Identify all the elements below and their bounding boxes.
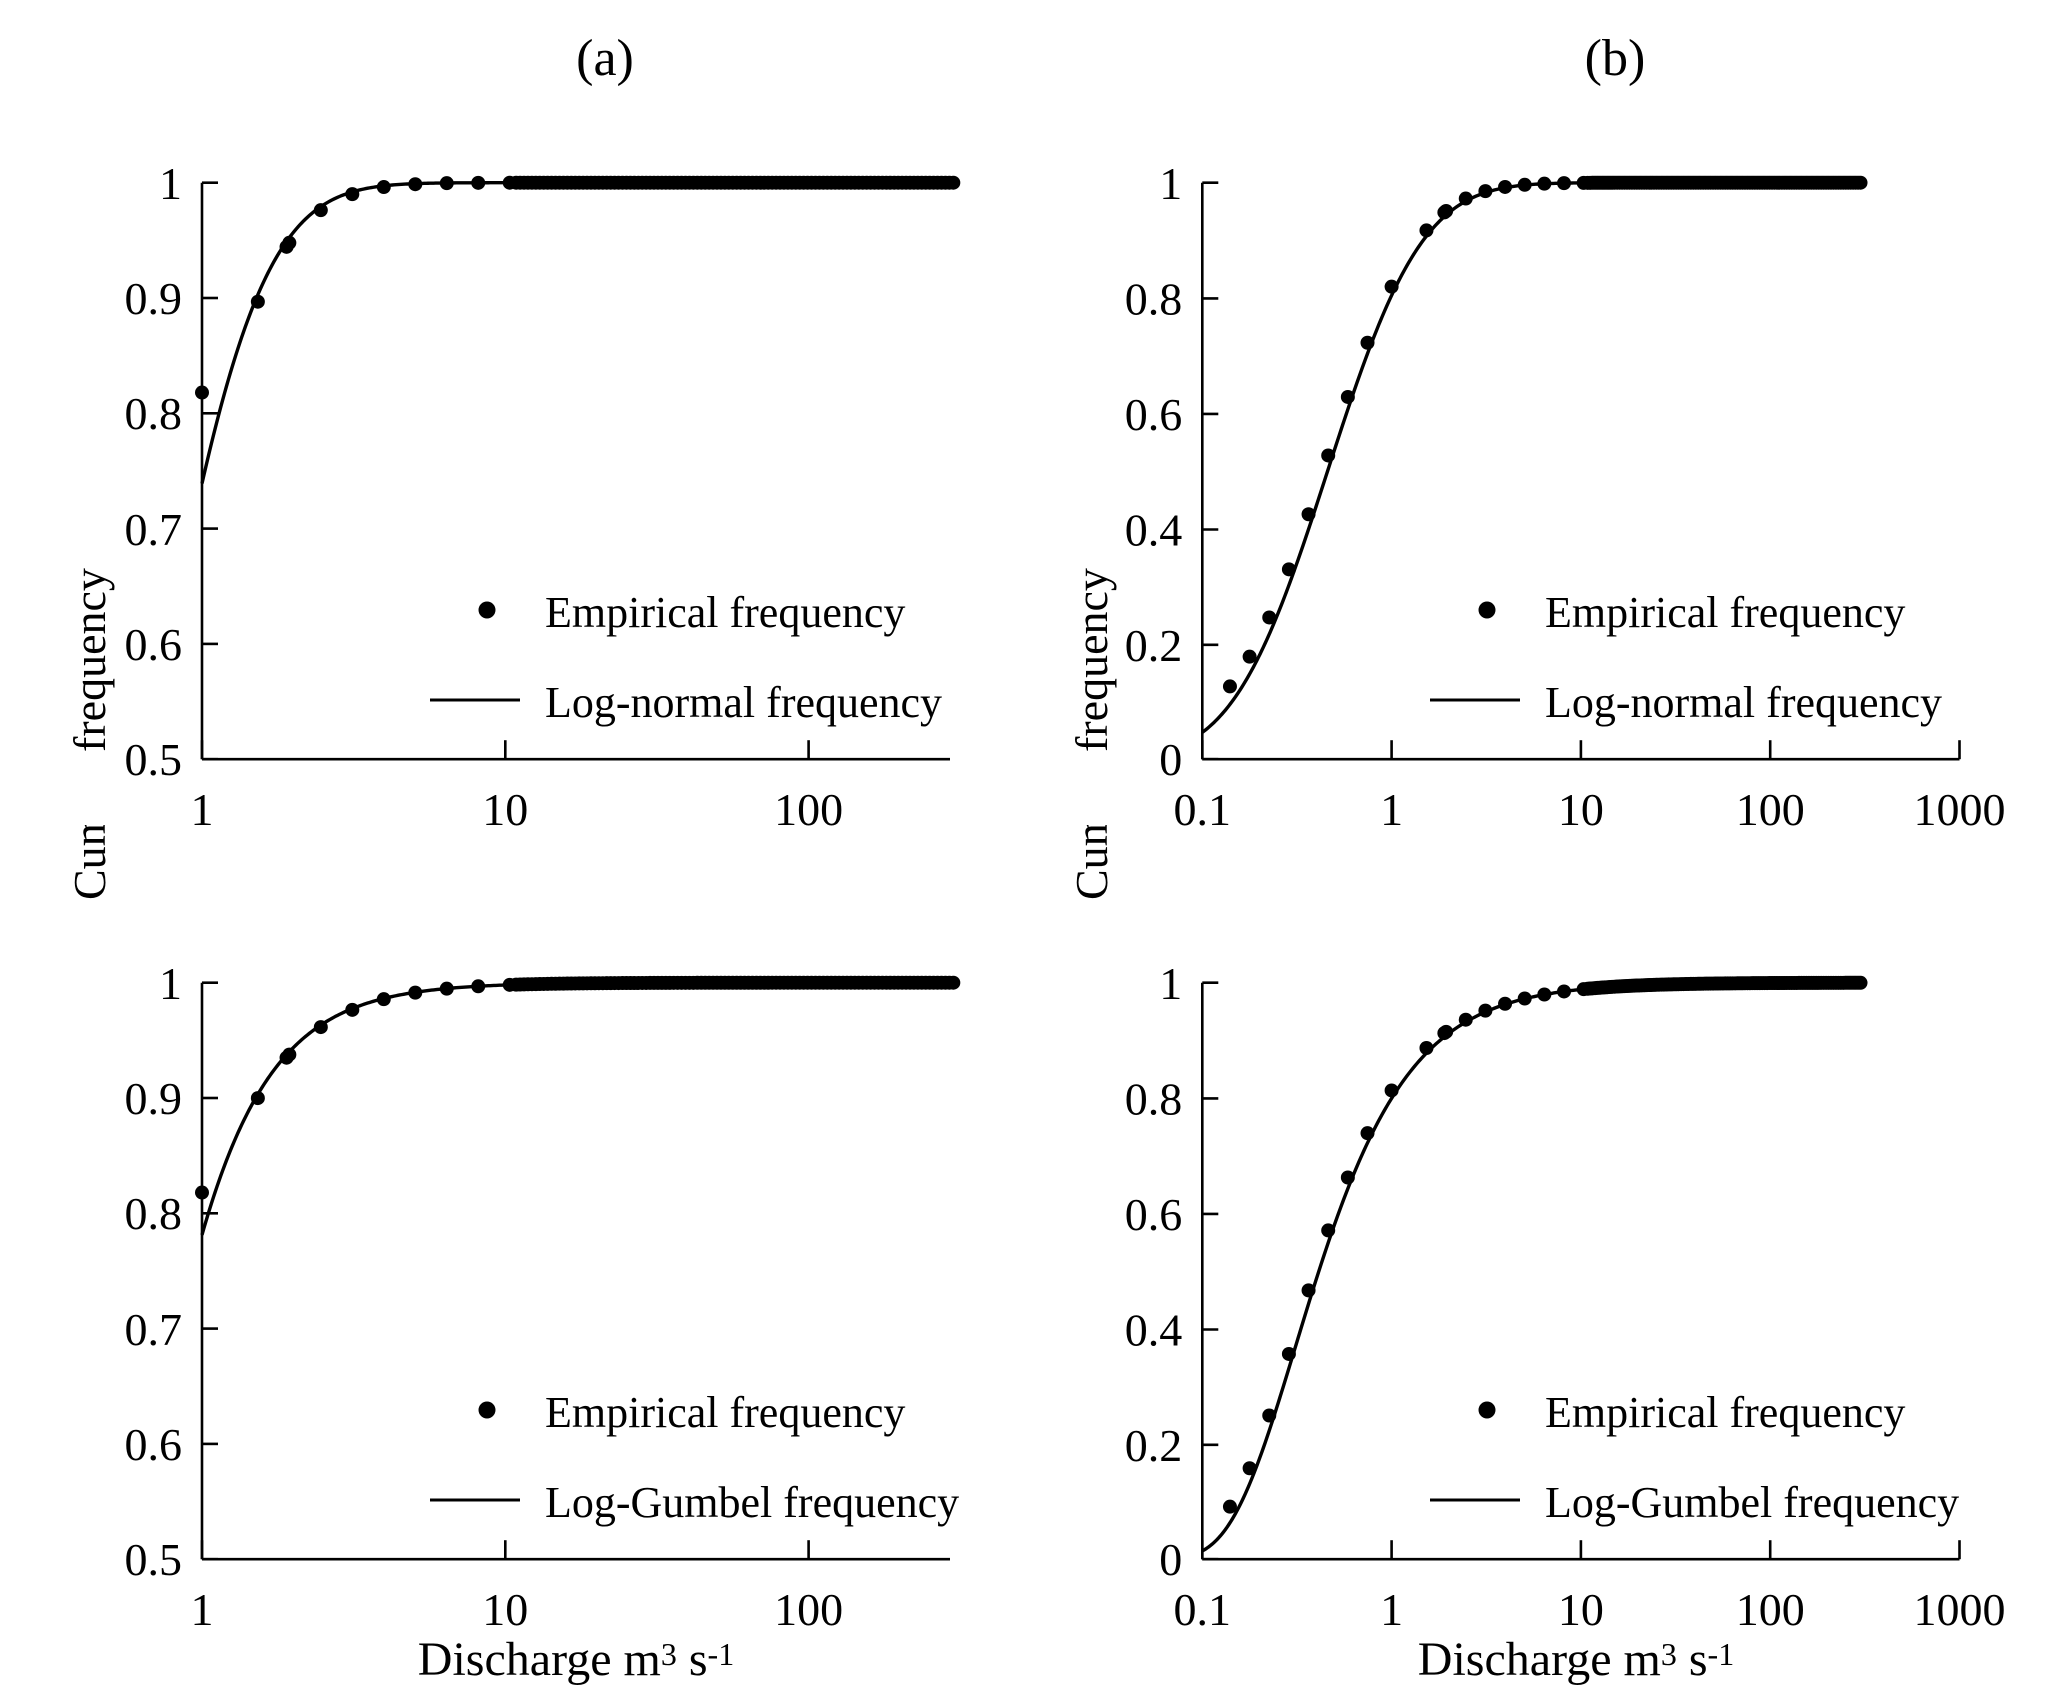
svg-text:1: 1 — [1380, 784, 1403, 835]
svg-text:0: 0 — [1159, 1534, 1182, 1585]
svg-text:100: 100 — [1736, 784, 1805, 835]
svg-text:0.4: 0.4 — [1125, 1305, 1183, 1356]
svg-text:0.5: 0.5 — [125, 734, 183, 785]
svg-text:0.7: 0.7 — [125, 1304, 183, 1355]
svg-text:0.6: 0.6 — [125, 1419, 183, 1470]
svg-text:1000: 1000 — [1914, 1584, 2006, 1635]
svg-text:10: 10 — [1558, 784, 1604, 835]
svg-text:0.8: 0.8 — [1125, 1073, 1183, 1124]
svg-text:frequency: frequency — [1066, 568, 1117, 752]
svg-text:0.2: 0.2 — [1125, 620, 1183, 671]
svg-text:10: 10 — [1558, 1584, 1604, 1635]
svg-text:Empirical frequency: Empirical frequency — [1545, 1388, 1905, 1437]
svg-text:1: 1 — [159, 158, 182, 209]
svg-text:100: 100 — [774, 1584, 843, 1635]
svg-text:0.2: 0.2 — [1125, 1420, 1183, 1471]
svg-text:1: 1 — [1159, 958, 1182, 1009]
svg-text:0.5: 0.5 — [125, 1534, 183, 1585]
svg-text:0.8: 0.8 — [125, 1188, 183, 1239]
svg-text:1: 1 — [1159, 158, 1182, 209]
svg-text:1: 1 — [159, 958, 182, 1009]
svg-text:Empirical frequency: Empirical frequency — [545, 588, 905, 637]
svg-text:0: 0 — [1159, 734, 1182, 785]
svg-text:Log-normal frequency: Log-normal frequency — [1545, 678, 1942, 727]
svg-text:Log-Gumbel frequency: Log-Gumbel frequency — [1545, 1478, 1959, 1527]
svg-text:10: 10 — [482, 1584, 528, 1635]
svg-text:0.4: 0.4 — [1125, 505, 1183, 556]
svg-text:(b): (b) — [1585, 30, 1646, 87]
svg-text:1: 1 — [191, 1584, 214, 1635]
svg-text:Discharge m3 s-1: Discharge m3 s-1 — [418, 1633, 734, 1686]
svg-text:Log-Gumbel frequency: Log-Gumbel frequency — [545, 1478, 959, 1527]
svg-text:1000: 1000 — [1914, 784, 2006, 835]
svg-text:0.6: 0.6 — [1125, 1189, 1183, 1240]
svg-text:0.7: 0.7 — [125, 504, 183, 555]
svg-text:1: 1 — [191, 784, 214, 835]
svg-text:10: 10 — [482, 784, 528, 835]
svg-text:0.9: 0.9 — [125, 1073, 183, 1124]
svg-text:Discharge m3 s-1: Discharge m3 s-1 — [1418, 1633, 1734, 1686]
svg-text:Empirical frequency: Empirical frequency — [545, 1388, 905, 1437]
svg-text:0.8: 0.8 — [125, 388, 183, 439]
svg-text:(a): (a) — [576, 30, 634, 87]
svg-text:0.1: 0.1 — [1174, 1584, 1232, 1635]
svg-text:0.8: 0.8 — [1125, 273, 1183, 324]
svg-text:0.6: 0.6 — [1125, 389, 1183, 440]
svg-text:100: 100 — [774, 784, 843, 835]
svg-text:Log-normal frequency: Log-normal frequency — [545, 678, 942, 727]
svg-text:1: 1 — [1380, 1584, 1403, 1635]
svg-text:100: 100 — [1736, 1584, 1805, 1635]
svg-text:0.1: 0.1 — [1174, 784, 1232, 835]
svg-text:frequency: frequency — [64, 568, 115, 752]
svg-text:0.9: 0.9 — [125, 273, 183, 324]
svg-text:Empirical frequency: Empirical frequency — [1545, 588, 1905, 637]
svg-text:0.6: 0.6 — [125, 619, 183, 670]
